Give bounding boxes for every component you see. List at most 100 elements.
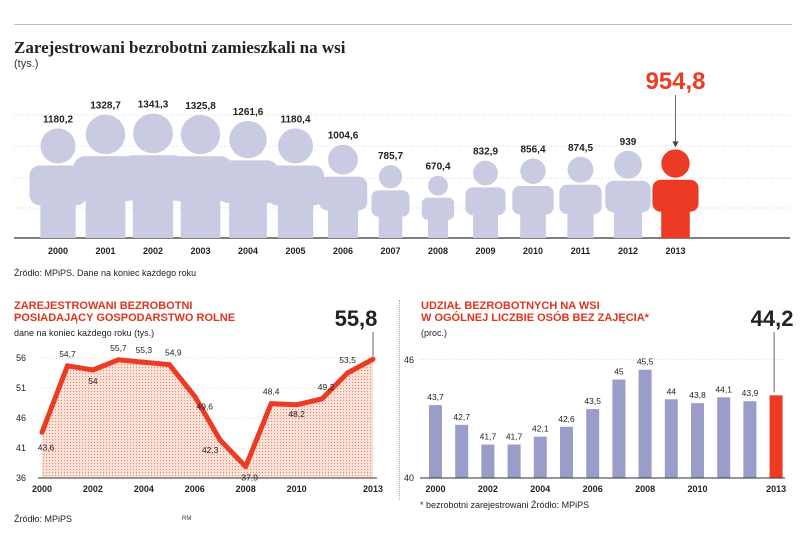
left-data-point <box>268 401 274 407</box>
right-x-tick-label: 2000 <box>425 484 445 494</box>
left-data-label: 49,2 <box>318 382 335 392</box>
figure-head <box>567 156 594 183</box>
left-data-label: 54,9 <box>165 348 182 358</box>
figure-head <box>133 113 173 154</box>
left-data-label: 43,6 <box>38 442 55 452</box>
left-data-label: 37,9 <box>241 473 258 483</box>
left-data-point <box>345 370 351 376</box>
figure-legs <box>427 213 449 238</box>
top-divider <box>14 24 792 25</box>
figure-value-label: 939 <box>620 137 637 148</box>
right-bar-2013 <box>769 395 783 478</box>
right-bar-2006 <box>586 409 600 478</box>
left-x-tick-label: 2004 <box>134 484 154 494</box>
left-data-point <box>166 362 172 368</box>
top-x-tick-label: 2013 <box>665 246 685 256</box>
left-panel-title-line1: ZAREJESTROWANI BEZROBOTNI <box>14 300 193 312</box>
left-y-tick-label: 46 <box>16 413 26 423</box>
figure-legs <box>520 206 546 238</box>
figure-head <box>428 175 448 196</box>
right-bar-2005 <box>560 426 573 478</box>
top-x-tick-label: 2005 <box>285 246 305 256</box>
left-data-label: 54 <box>88 376 98 386</box>
right-bar-2002 <box>481 444 495 478</box>
figure-value-label: 874,5 <box>568 143 593 154</box>
right-bar-2000 <box>429 405 442 478</box>
figure-legs <box>180 188 221 238</box>
left-data-point <box>141 359 147 365</box>
figure-legs <box>661 203 690 238</box>
bottom-source: Źródło: MPiPS <box>14 514 73 524</box>
right-data-label: 45 <box>614 367 624 377</box>
top-x-tick-label: 2008 <box>428 246 448 256</box>
person-figure-2013 <box>652 149 699 238</box>
figure-value-label: 954,8 <box>645 68 705 95</box>
figure-head <box>328 144 358 175</box>
right-data-label: 41,7 <box>480 432 497 442</box>
right-data-label: 41,7 <box>506 432 523 442</box>
right-bar-2007 <box>612 379 626 478</box>
top-x-tick-label: 2001 <box>95 246 115 256</box>
left-chart: 36 41 46 51 56 43,6 54,7 54 55,7 55,3 54,9 49,6 42,3… <box>16 306 383 494</box>
left-data-point <box>64 363 70 369</box>
person-figure-2011 <box>559 156 602 238</box>
person-figure-2006 <box>318 144 368 238</box>
figure-value-label: 670,4 <box>425 162 450 173</box>
top-x-tick-label: 2009 <box>475 246 495 256</box>
person-figure-2000 <box>29 128 87 238</box>
figure-head <box>614 150 642 179</box>
right-data-label: 42,1 <box>532 424 549 434</box>
figure-head <box>277 128 314 164</box>
person-figure-2010 <box>512 158 554 238</box>
left-data-point <box>243 464 249 470</box>
person-figure-2008 <box>421 175 455 238</box>
right-x-tick-label: 2013 <box>766 484 786 494</box>
author-credit: RM <box>182 516 192 522</box>
figure-legs <box>132 188 174 238</box>
right-data-label: 43,5 <box>584 396 601 406</box>
top-x-tick-label: 2002 <box>143 246 163 256</box>
figure-head <box>180 114 221 155</box>
figure-legs <box>567 206 594 238</box>
right-bar-2010 <box>691 403 704 478</box>
left-data-point <box>370 356 376 362</box>
right-data-label: 42,6 <box>558 414 575 424</box>
left-x-tick-label: 2006 <box>185 484 205 494</box>
right-x-tick-label: 2006 <box>583 484 603 494</box>
left-data-label: 55,3 <box>136 345 153 355</box>
top-x-tick-label: 2000 <box>48 246 68 256</box>
left-x-tick-label: 2013 <box>363 484 383 494</box>
top-x-tick-label: 2011 <box>571 246 591 256</box>
right-bar-2009 <box>664 399 678 478</box>
figure-value-label: 856,4 <box>520 144 545 155</box>
left-data-label: 55,7 <box>110 343 127 353</box>
figure-head <box>229 120 267 159</box>
figure-value-label: 785,7 <box>378 151 403 162</box>
top-x-tick-label: 2004 <box>238 246 258 256</box>
figure-head <box>378 165 403 189</box>
figure-value-label: 832,9 <box>473 147 498 158</box>
highlight-pointer-arrow <box>672 141 679 148</box>
figure-legs <box>327 201 359 238</box>
right-bar-2012 <box>743 401 757 478</box>
left-y-tick-label: 51 <box>16 383 26 393</box>
figure-value-label: 1261,6 <box>233 107 264 118</box>
right-data-label: 42,7 <box>453 412 470 422</box>
unit-label: (tys.) <box>14 58 39 70</box>
person-figure-2003 <box>168 114 233 238</box>
right-x-tick-label: 2010 <box>687 484 707 494</box>
figure-value-label: 1004,6 <box>328 131 359 142</box>
right-x-tick-label: 2004 <box>530 484 550 494</box>
left-y-tick-label: 41 <box>16 443 26 453</box>
top-chart: 1180,2 2000 1328,7 2001 1341,3 2002 1325,8 2003… <box>14 68 790 256</box>
left-x-tick-label: 2008 <box>236 484 256 494</box>
figure-legs <box>40 194 76 238</box>
left-data-label: 48,2 <box>288 409 305 419</box>
left-data-point <box>90 367 96 373</box>
right-data-label: 44,1 <box>715 384 732 394</box>
figure-value-label: 1341,3 <box>138 99 169 110</box>
right-data-label: 45,5 <box>637 357 654 367</box>
right-x-tick-label: 2002 <box>478 484 498 494</box>
left-data-label: 54,7 <box>59 349 76 359</box>
figure-value-label: 1180,2 <box>43 114 73 125</box>
